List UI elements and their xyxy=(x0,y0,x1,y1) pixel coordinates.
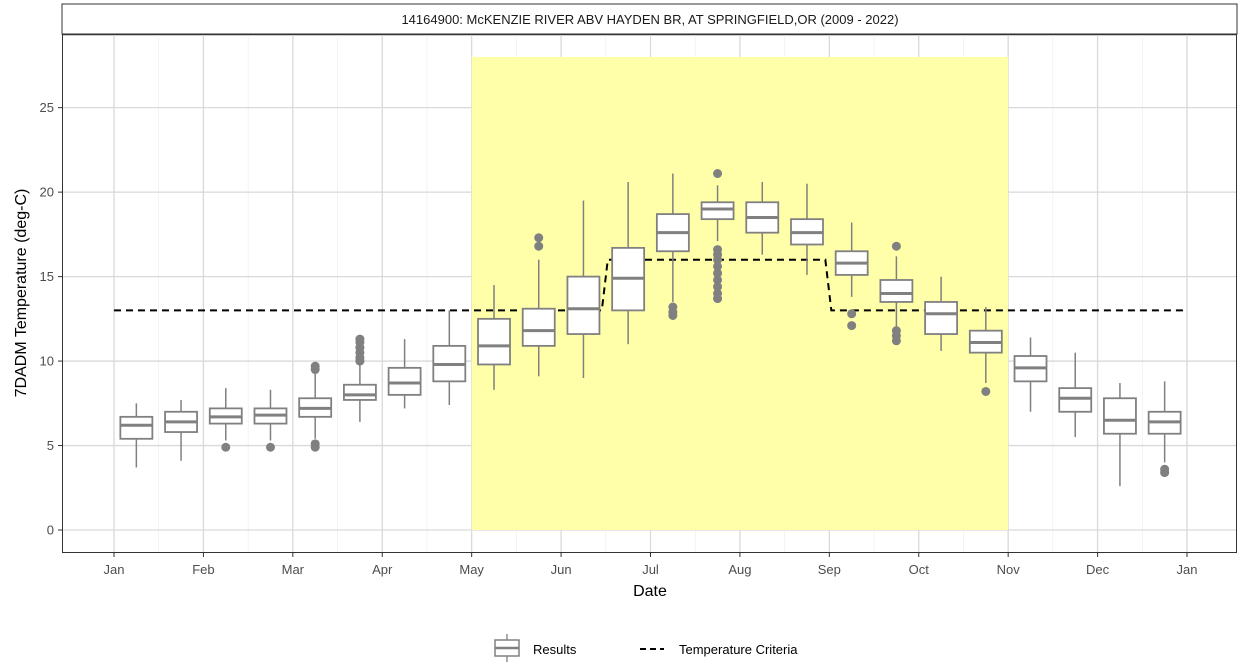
x-tick-label: Jul xyxy=(642,562,659,577)
x-tick-label: Jan xyxy=(104,562,125,577)
box-iqr xyxy=(342,383,377,401)
box-15 xyxy=(745,181,780,255)
box-outlier xyxy=(713,289,723,298)
box-2 xyxy=(164,399,198,461)
box-iqr xyxy=(700,201,735,221)
box-outlier xyxy=(668,302,678,312)
box-outlier xyxy=(847,321,857,331)
box-5 xyxy=(298,361,333,452)
box-6 xyxy=(342,334,377,422)
x-axis: Jan Feb Mar Apr May Jun Jul Aug Sep Oct Nov Dec Jan xyxy=(104,552,1198,577)
box-23 xyxy=(1103,383,1137,487)
legend-key-results xyxy=(494,634,520,662)
box-7 xyxy=(387,339,422,409)
box-outlier xyxy=(355,334,365,344)
box-18 xyxy=(879,241,914,346)
box-8 xyxy=(432,310,467,406)
y-tick-label: 10 xyxy=(40,354,54,369)
box-iqr xyxy=(566,275,601,335)
y-tick-label: 20 xyxy=(40,185,54,200)
box-11 xyxy=(566,200,601,378)
y-tick-label: 15 xyxy=(40,269,54,284)
box-24 xyxy=(1147,381,1182,478)
highlight-region xyxy=(471,56,1009,531)
box-1 xyxy=(119,403,154,468)
box-iqr xyxy=(477,317,511,366)
criteria-layer xyxy=(114,258,1187,312)
x-tick-label: Oct xyxy=(909,562,930,577)
box-12 xyxy=(611,181,646,345)
box-iqr xyxy=(1103,397,1137,435)
box-iqr xyxy=(387,366,422,396)
box-17 xyxy=(834,222,869,331)
box-outlier xyxy=(265,442,275,452)
box-iqr xyxy=(521,307,556,347)
x-tick-label: Sep xyxy=(818,562,841,577)
x-tick-label: Apr xyxy=(372,562,393,577)
box-14 xyxy=(700,169,735,304)
x-tick-label: Feb xyxy=(192,562,214,577)
box-19 xyxy=(924,276,959,351)
y-tick-label: 0 xyxy=(47,523,54,538)
box-outlier xyxy=(713,169,723,179)
x-tick-label: Dec xyxy=(1086,562,1110,577)
x-tick-label: Jan xyxy=(1177,562,1198,577)
box-outlier xyxy=(534,241,544,251)
box-13 xyxy=(655,173,690,320)
x-tick-label: Aug xyxy=(728,562,751,577)
box-outlier xyxy=(713,245,723,255)
box-outlier xyxy=(310,361,320,371)
box-outlier xyxy=(713,268,723,278)
box-iqr xyxy=(119,415,154,440)
box-16 xyxy=(790,183,824,275)
box-3 xyxy=(208,388,243,452)
box-10 xyxy=(521,233,556,377)
box-22 xyxy=(1058,352,1093,438)
box-outlier xyxy=(221,442,231,452)
plot-panel xyxy=(63,35,1236,552)
strip-box xyxy=(61,3,1238,35)
x-tick-label: May xyxy=(459,562,484,577)
box-9 xyxy=(477,285,511,390)
box-20 xyxy=(968,307,1003,396)
x-tick-label: Nov xyxy=(997,562,1021,577)
y-axis: 0 5 10 15 20 25 xyxy=(40,100,63,538)
y-axis-title: 7DADM Temperature (deg-C) xyxy=(13,189,30,398)
box-outlier xyxy=(534,233,544,243)
box-outlier xyxy=(891,241,901,251)
legend-label-results: Results xyxy=(533,642,577,657)
x-tick-label: Jun xyxy=(551,562,572,577)
box-outlier xyxy=(891,326,901,336)
y-tick-label: 5 xyxy=(47,438,54,453)
box-iqr xyxy=(879,279,914,303)
box-iqr xyxy=(924,301,959,335)
box-outlier xyxy=(981,386,991,396)
box-outlier xyxy=(1160,464,1170,474)
x-tick-label: Mar xyxy=(282,562,305,577)
box-4 xyxy=(253,389,288,452)
box-outlier xyxy=(310,439,320,449)
chart-title: 14164900: McKENZIE RIVER ABV HAYDEN BR, … xyxy=(401,12,898,27)
legend-label-criteria: Temperature Criteria xyxy=(679,642,798,657)
box-outlier xyxy=(713,282,723,292)
box-outlier xyxy=(713,261,723,271)
temperature-criteria-line xyxy=(114,258,1187,312)
box-layer xyxy=(119,169,1182,487)
box-21 xyxy=(1013,337,1048,412)
y-tick-label: 25 xyxy=(40,100,54,115)
x-axis-title: Date xyxy=(633,583,667,600)
box-iqr xyxy=(1058,387,1093,413)
box-outlier xyxy=(847,309,857,319)
legend: Results Temperature Criteria xyxy=(494,634,798,662)
box-outlier xyxy=(713,275,723,285)
